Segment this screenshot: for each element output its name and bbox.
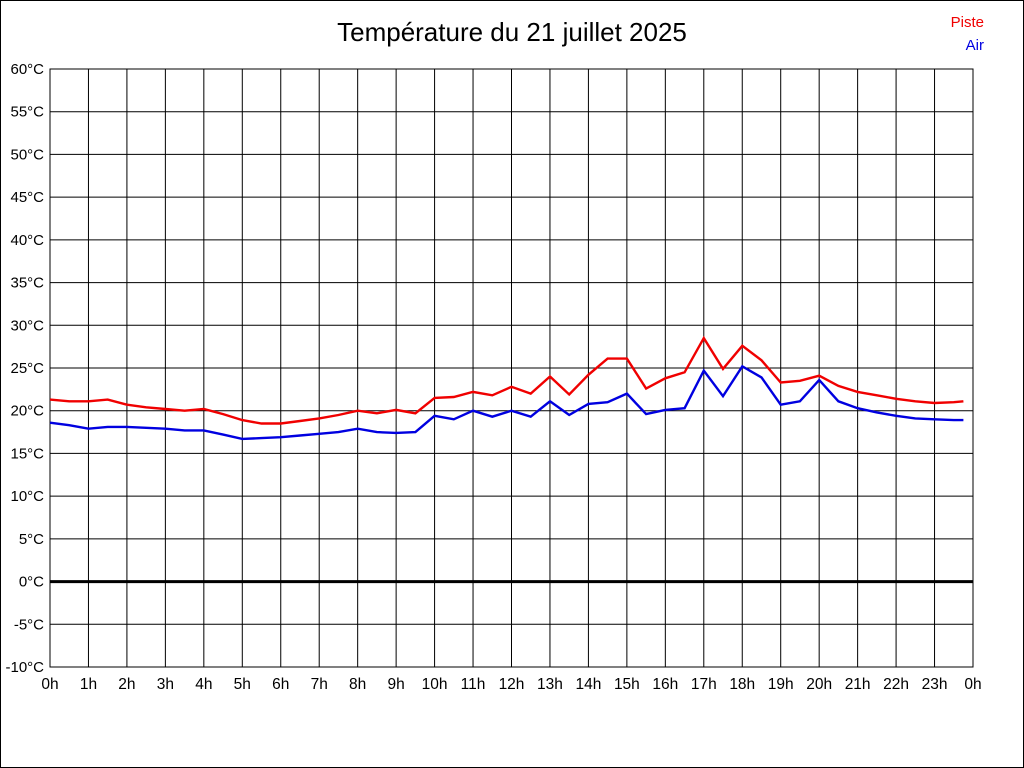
y-tick-label: -10°C <box>5 659 44 676</box>
chart-title: Température du 21 juillet 2025 <box>337 17 687 47</box>
x-tick-label: 23h <box>922 676 948 693</box>
y-tick-label: 0°C <box>19 574 44 591</box>
y-tick-label: 20°C <box>10 403 44 420</box>
x-tick-label: 0h <box>964 676 981 693</box>
x-tick-label: 11h <box>461 676 486 693</box>
x-tick-label: 20h <box>806 676 832 693</box>
x-tick-label: 16h <box>652 676 678 693</box>
y-tick-label: 5°C <box>19 531 44 548</box>
x-tick-label: 13h <box>537 676 563 693</box>
x-tick-label: 5h <box>234 676 251 693</box>
legend-item-air: Air <box>965 37 984 54</box>
y-tick-label: 50°C <box>10 146 44 163</box>
x-tick-label: 17h <box>691 676 717 693</box>
x-tick-label: 3h <box>157 676 174 693</box>
x-tick-label: 14h <box>575 676 601 693</box>
x-tick-label: 18h <box>729 676 755 693</box>
y-tick-label: 60°C <box>10 61 44 78</box>
y-tick-label: 15°C <box>10 445 44 462</box>
legend-item-piste: Piste <box>950 14 984 31</box>
x-tick-label: 2h <box>118 676 135 693</box>
y-tick-label: -5°C <box>14 616 44 633</box>
x-tick-label: 4h <box>195 676 212 693</box>
x-tick-label: 15h <box>614 676 640 693</box>
y-tick-label: 10°C <box>10 488 44 505</box>
piste-temperature-line <box>49 335 964 425</box>
x-tick-label: 8h <box>349 676 366 693</box>
x-tick-label: 10h <box>422 676 448 693</box>
y-tick-label: 45°C <box>10 189 44 206</box>
plot-frame <box>49 68 974 668</box>
air-temperature-line <box>49 364 964 441</box>
y-tick-label: 30°C <box>10 317 44 334</box>
legend: Piste Air <box>951 11 984 57</box>
y-tick-label: 25°C <box>10 360 44 377</box>
x-tick-label: 19h <box>768 676 794 693</box>
y-tick-label: 55°C <box>10 104 44 121</box>
x-tick-label: 9h <box>388 676 405 693</box>
x-tick-label: 12h <box>499 676 525 693</box>
x-tick-label: 7h <box>311 676 328 693</box>
x-tick-label: 22h <box>883 676 909 693</box>
x-tick-label: 0h <box>41 676 58 693</box>
y-tick-label: 40°C <box>10 232 44 249</box>
x-tick-label: 1h <box>80 676 97 693</box>
y-tick-label: 35°C <box>10 275 44 292</box>
x-tick-label: 6h <box>272 676 289 693</box>
x-tick-label: 21h <box>845 676 871 693</box>
